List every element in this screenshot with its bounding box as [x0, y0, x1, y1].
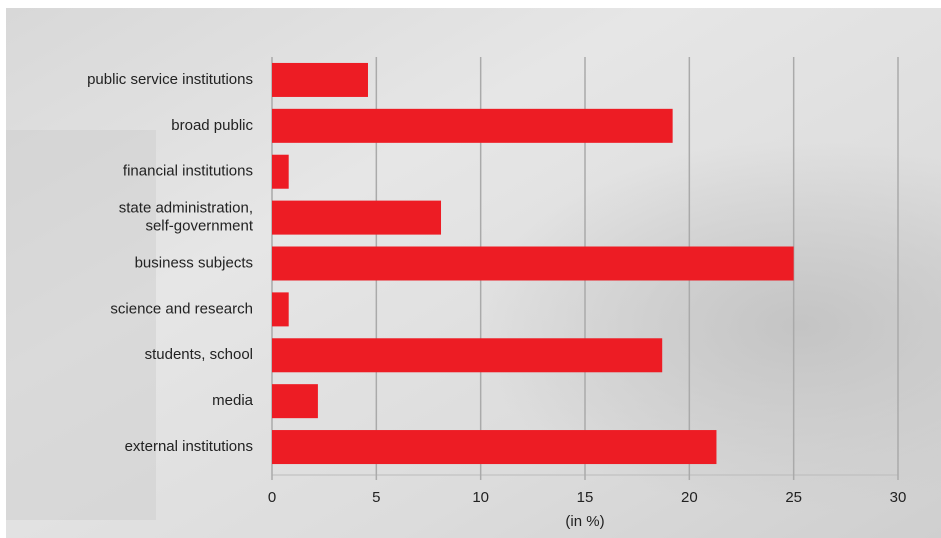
y-tick-label: public service institutions [87, 71, 253, 88]
bar [272, 108, 673, 143]
bar [272, 246, 794, 281]
y-tick-label: broad public [171, 117, 253, 134]
y-tick-label: students, school [145, 346, 253, 363]
x-tick-label: 25 [785, 489, 802, 506]
bar [272, 430, 717, 465]
x-tick-label: 30 [890, 489, 907, 506]
x-tick-label: 0 [268, 489, 276, 506]
y-tick-label: media [212, 392, 254, 409]
bar [272, 200, 442, 235]
y-tick-label: financial institutions [123, 163, 253, 180]
y-tick-label: state administration, self-government [119, 200, 254, 235]
bar [272, 292, 289, 327]
y-tick-label: science and research [110, 300, 253, 317]
x-tick-label: 20 [681, 489, 698, 506]
bar [272, 154, 289, 189]
background-monitor [6, 130, 156, 520]
bar [272, 338, 663, 373]
bar [272, 62, 368, 97]
x-tick-label: 10 [472, 489, 489, 506]
y-tick-label: business subjects [135, 254, 253, 271]
bar [272, 384, 318, 419]
y-tick-label: external institutions [125, 438, 253, 455]
x-axis-label: (in %) [565, 513, 604, 530]
x-tick-label: 5 [372, 489, 380, 506]
x-tick-label: 15 [577, 489, 594, 506]
